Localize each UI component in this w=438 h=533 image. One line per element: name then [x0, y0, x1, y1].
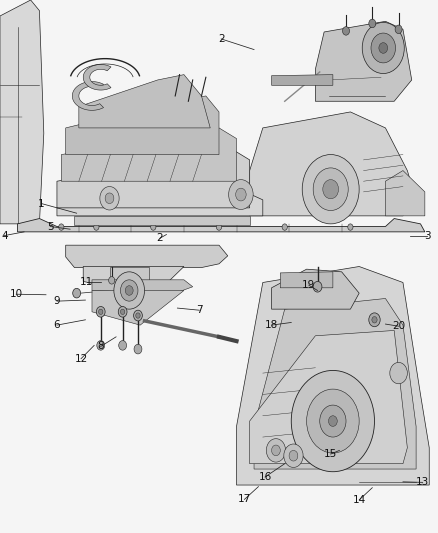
- Polygon shape: [18, 219, 425, 232]
- Polygon shape: [83, 64, 111, 90]
- Text: 6: 6: [53, 320, 60, 330]
- Circle shape: [343, 27, 350, 35]
- Circle shape: [348, 224, 353, 230]
- Circle shape: [307, 389, 359, 453]
- Text: 10: 10: [10, 289, 23, 299]
- Text: 19: 19: [302, 280, 315, 290]
- Polygon shape: [66, 245, 228, 268]
- Circle shape: [236, 188, 246, 201]
- Polygon shape: [61, 128, 237, 181]
- Circle shape: [379, 43, 388, 53]
- Circle shape: [134, 344, 142, 354]
- Circle shape: [282, 224, 287, 230]
- Circle shape: [109, 277, 115, 284]
- Polygon shape: [0, 0, 44, 224]
- Polygon shape: [83, 266, 184, 290]
- Circle shape: [362, 22, 404, 74]
- Circle shape: [125, 286, 133, 295]
- Circle shape: [369, 19, 376, 28]
- Circle shape: [320, 405, 346, 437]
- Text: 7: 7: [196, 305, 203, 315]
- Text: 15: 15: [324, 449, 337, 459]
- Polygon shape: [72, 82, 103, 110]
- Circle shape: [272, 445, 280, 456]
- Circle shape: [284, 444, 303, 467]
- Circle shape: [395, 25, 402, 34]
- Circle shape: [99, 309, 103, 314]
- Polygon shape: [110, 266, 149, 309]
- Text: 3: 3: [424, 231, 431, 240]
- Text: 8: 8: [97, 342, 104, 351]
- Circle shape: [302, 155, 359, 224]
- Circle shape: [323, 180, 339, 199]
- Polygon shape: [385, 171, 425, 216]
- Circle shape: [372, 317, 377, 323]
- Circle shape: [120, 280, 138, 301]
- Circle shape: [328, 416, 337, 426]
- Circle shape: [120, 309, 125, 314]
- Circle shape: [73, 288, 81, 298]
- Circle shape: [100, 187, 119, 210]
- Circle shape: [313, 168, 348, 211]
- Circle shape: [136, 313, 140, 318]
- Polygon shape: [74, 216, 250, 225]
- Circle shape: [369, 313, 380, 327]
- Text: 5: 5: [47, 222, 54, 231]
- Circle shape: [119, 341, 127, 350]
- Polygon shape: [250, 112, 416, 216]
- Polygon shape: [280, 272, 333, 288]
- Text: 16: 16: [258, 472, 272, 482]
- Text: 18: 18: [265, 320, 278, 330]
- Circle shape: [390, 362, 407, 384]
- Circle shape: [289, 450, 298, 461]
- Polygon shape: [315, 21, 412, 101]
- Text: 13: 13: [416, 478, 429, 487]
- Circle shape: [313, 281, 322, 292]
- Circle shape: [266, 439, 286, 462]
- Text: 9: 9: [53, 296, 60, 306]
- Text: 4: 4: [1, 231, 8, 240]
- Polygon shape: [237, 266, 429, 485]
- Text: 1: 1: [38, 199, 45, 208]
- Text: 20: 20: [392, 321, 405, 331]
- Text: 2: 2: [156, 233, 163, 243]
- Polygon shape: [92, 280, 193, 293]
- Circle shape: [229, 180, 253, 209]
- Circle shape: [59, 224, 64, 230]
- Circle shape: [151, 224, 156, 230]
- Polygon shape: [79, 75, 210, 128]
- Circle shape: [216, 224, 222, 230]
- Circle shape: [114, 272, 145, 309]
- Text: 12: 12: [74, 354, 88, 364]
- Polygon shape: [254, 298, 416, 469]
- Polygon shape: [57, 192, 263, 216]
- Circle shape: [94, 224, 99, 230]
- Circle shape: [134, 310, 142, 321]
- Polygon shape: [66, 96, 219, 155]
- Circle shape: [97, 341, 105, 350]
- Circle shape: [291, 370, 374, 472]
- Circle shape: [118, 306, 127, 317]
- Text: 2: 2: [218, 34, 225, 44]
- Circle shape: [96, 306, 105, 317]
- Circle shape: [371, 33, 396, 63]
- Polygon shape: [57, 149, 250, 208]
- Polygon shape: [272, 269, 359, 309]
- Text: 11: 11: [80, 278, 93, 287]
- Text: 17: 17: [238, 495, 251, 504]
- Circle shape: [105, 193, 114, 204]
- Polygon shape: [250, 330, 407, 464]
- Polygon shape: [92, 290, 184, 325]
- Polygon shape: [272, 75, 333, 85]
- Text: 14: 14: [353, 495, 366, 505]
